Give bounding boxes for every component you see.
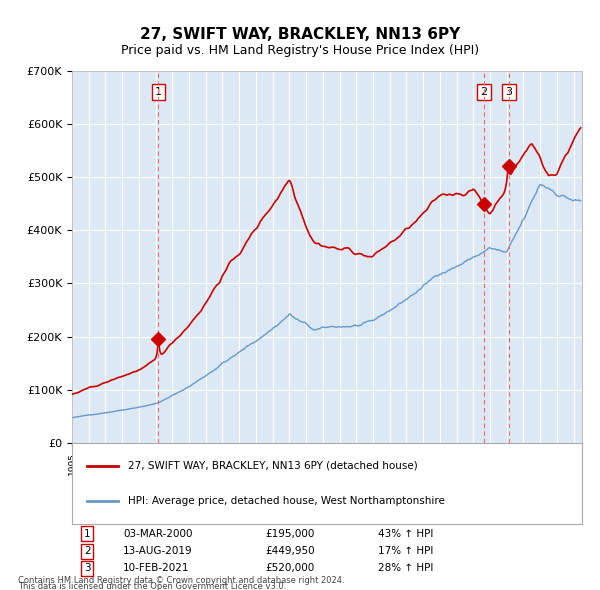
- Text: 03-MAR-2000: 03-MAR-2000: [123, 529, 193, 539]
- Text: 2: 2: [480, 87, 487, 97]
- Text: 27, SWIFT WAY, BRACKLEY, NN13 6PY (detached house): 27, SWIFT WAY, BRACKLEY, NN13 6PY (detac…: [128, 461, 418, 471]
- Text: HPI: Average price, detached house, West Northamptonshire: HPI: Average price, detached house, West…: [128, 496, 445, 506]
- Text: 1: 1: [155, 87, 162, 97]
- Text: This data is licensed under the Open Government Licence v3.0.: This data is licensed under the Open Gov…: [18, 582, 286, 590]
- Text: 3: 3: [84, 563, 91, 573]
- Text: £449,950: £449,950: [266, 546, 316, 556]
- Text: 3: 3: [505, 87, 512, 97]
- Text: Contains HM Land Registry data © Crown copyright and database right 2024.: Contains HM Land Registry data © Crown c…: [18, 576, 344, 585]
- Text: 2: 2: [84, 546, 91, 556]
- Text: Price paid vs. HM Land Registry's House Price Index (HPI): Price paid vs. HM Land Registry's House …: [121, 44, 479, 57]
- Text: £520,000: £520,000: [266, 563, 315, 573]
- Text: £195,000: £195,000: [266, 529, 315, 539]
- Text: 17% ↑ HPI: 17% ↑ HPI: [378, 546, 433, 556]
- Text: 13-AUG-2019: 13-AUG-2019: [123, 546, 193, 556]
- Text: 28% ↑ HPI: 28% ↑ HPI: [378, 563, 433, 573]
- Text: 43% ↑ HPI: 43% ↑ HPI: [378, 529, 433, 539]
- Text: 27, SWIFT WAY, BRACKLEY, NN13 6PY: 27, SWIFT WAY, BRACKLEY, NN13 6PY: [140, 27, 460, 41]
- Text: 10-FEB-2021: 10-FEB-2021: [123, 563, 190, 573]
- Text: 1: 1: [84, 529, 91, 539]
